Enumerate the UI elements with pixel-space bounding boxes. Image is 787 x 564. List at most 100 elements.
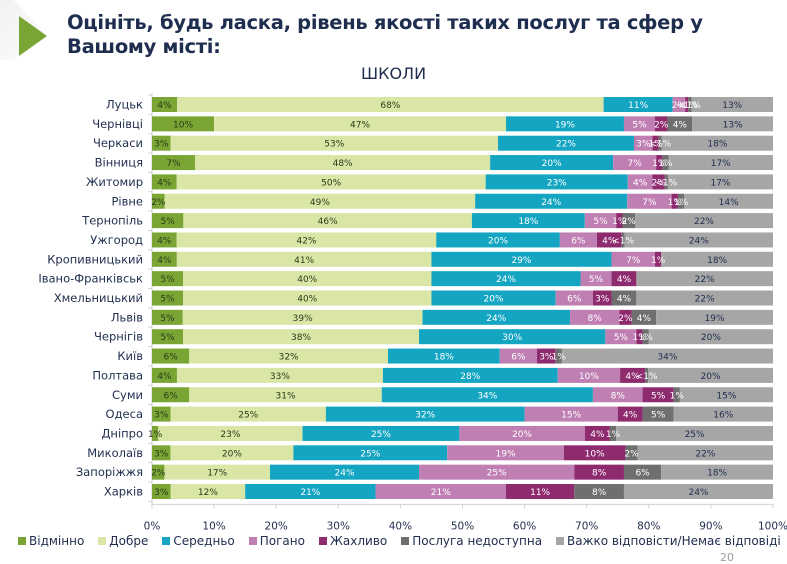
data-label: 7% (166, 159, 181, 169)
bar-segment-середньо (419, 329, 606, 345)
category-label: Тернопіль (81, 214, 143, 228)
bar-segment-жахливо (619, 309, 632, 325)
bar-segment-послуга-недоступна (658, 135, 662, 151)
data-label: 8% (592, 469, 607, 479)
data-label: 1% (632, 333, 647, 343)
data-label: 2% (151, 198, 166, 208)
category-label: Рівне (111, 194, 143, 208)
bar-segment-жахливо (584, 425, 610, 441)
bar-segment-середньо (431, 251, 612, 267)
data-label: 5% (632, 120, 647, 130)
bar-segment-погано (633, 135, 653, 151)
data-label: 4% (157, 178, 172, 188)
bar-segment-важко-відповісти-немає-відповіді (661, 251, 773, 267)
data-label: 2% (672, 101, 687, 111)
bar-segment-добре (164, 193, 476, 209)
bar-segment-послуга-недоступна (673, 387, 680, 403)
category-label: Хмельницький (54, 291, 143, 305)
data-label: 25% (371, 430, 391, 440)
bar-segment-середньо (431, 271, 581, 287)
bar-segment-добре (182, 309, 423, 325)
data-label: 41% (294, 256, 314, 266)
data-label: 31% (276, 391, 296, 401)
data-label: 6% (635, 469, 650, 479)
bar-segment-погано (555, 290, 593, 306)
data-label: 25% (360, 449, 380, 459)
bar-segment-середньо (245, 484, 376, 499)
data-label: 22% (695, 295, 715, 305)
data-label: 68% (380, 101, 400, 111)
data-label: 19% (555, 120, 575, 130)
legend-item: Послуга недоступна (401, 534, 542, 548)
data-label: 23% (220, 430, 240, 440)
bar-segment-середньо (475, 193, 628, 209)
bar-segment-важко-відповісти-немає-відповіді (624, 232, 773, 248)
category-label: Житомир (86, 175, 143, 189)
data-label: 40% (297, 295, 317, 305)
bar-segment-відмінно (152, 116, 215, 132)
bar-segment-погано (627, 193, 672, 209)
bar-segment-добре (170, 406, 326, 422)
bar-segment-відмінно (152, 251, 177, 267)
bar-segment-важко-відповісти-немає-відповіді (661, 464, 773, 480)
bar-segment-відмінно (152, 425, 159, 441)
data-label: 1% (668, 198, 683, 208)
data-label: 1% (652, 159, 667, 169)
bar-segment-середньо (603, 97, 673, 112)
data-label: 32% (279, 353, 299, 363)
data-label: 1% (552, 353, 567, 363)
data-label: 4% (673, 120, 688, 130)
bar-segment-середньо (325, 406, 525, 422)
bar-segment-важко-відповісти-немає-відповіді (635, 213, 773, 229)
data-label: 34% (657, 353, 677, 363)
bar-segment-важко-відповісти-немає-відповіді (636, 271, 773, 287)
bar-segment-відмінно (152, 155, 196, 171)
bar-segment-відмінно (152, 367, 177, 383)
data-label: 1% (658, 159, 673, 169)
category-label: Вінниця (95, 156, 143, 170)
data-label: 5% (651, 391, 666, 401)
bar-segment-послуга-недоступна (642, 406, 674, 422)
data-label: 3% (595, 295, 610, 305)
bar-segment-відмінно (152, 135, 171, 151)
legend-label: Добре (109, 534, 149, 548)
data-label: 25% (238, 411, 258, 421)
category-label: Одеса (106, 407, 143, 421)
x-tick-label: 100% (758, 520, 787, 530)
tick-labels-layer: 0% 10% 20% 30% 40% 50% 60% 70% 80% 90% 100% (144, 520, 787, 530)
legend-swatch (401, 537, 410, 545)
bar-segment-добре (176, 251, 432, 267)
legend-swatch (248, 537, 257, 545)
data-label: 20% (701, 372, 721, 382)
bar-segment-важко-відповісти-немає-відповіді (673, 406, 773, 422)
legend-label: Середньо (173, 534, 235, 548)
data-label: 48% (333, 159, 353, 169)
bar-segment-середньо (293, 445, 448, 461)
bar-segment-жахливо (655, 116, 668, 132)
bar-segment-відмінно (152, 309, 183, 325)
bar-segment-важко-відповісти-немає-відповіді (684, 193, 773, 209)
data-label: 5% (160, 275, 175, 285)
data-label: 1% (612, 217, 627, 227)
data-label: 13% (722, 101, 742, 111)
bar-segment-послуга-недоступна (662, 155, 669, 171)
data-label: 8% (588, 314, 603, 324)
data-label: 18% (707, 140, 727, 150)
data-label: 4% (157, 372, 172, 382)
category-label: Чернігів (94, 330, 143, 344)
x-tick-label: 40% (389, 520, 412, 530)
bar-segment-жахливо (620, 367, 646, 383)
bar-segment-жахливо (671, 193, 678, 209)
bar-segment-жахливо (655, 251, 662, 267)
data-label: 39% (293, 314, 313, 324)
data-label: 24% (486, 314, 506, 324)
bar-segment-відмінно (152, 174, 177, 190)
data-label: 3% (636, 140, 651, 150)
data-label: 2% (151, 469, 166, 479)
data-label: 4% (590, 430, 605, 440)
bar-segment-жахливо (574, 464, 624, 480)
chart-title: ШКОЛИ (360, 64, 427, 83)
data-label: 5% (614, 333, 629, 343)
data-label: 11% (530, 488, 550, 498)
bar-segment-відмінно (152, 387, 190, 403)
